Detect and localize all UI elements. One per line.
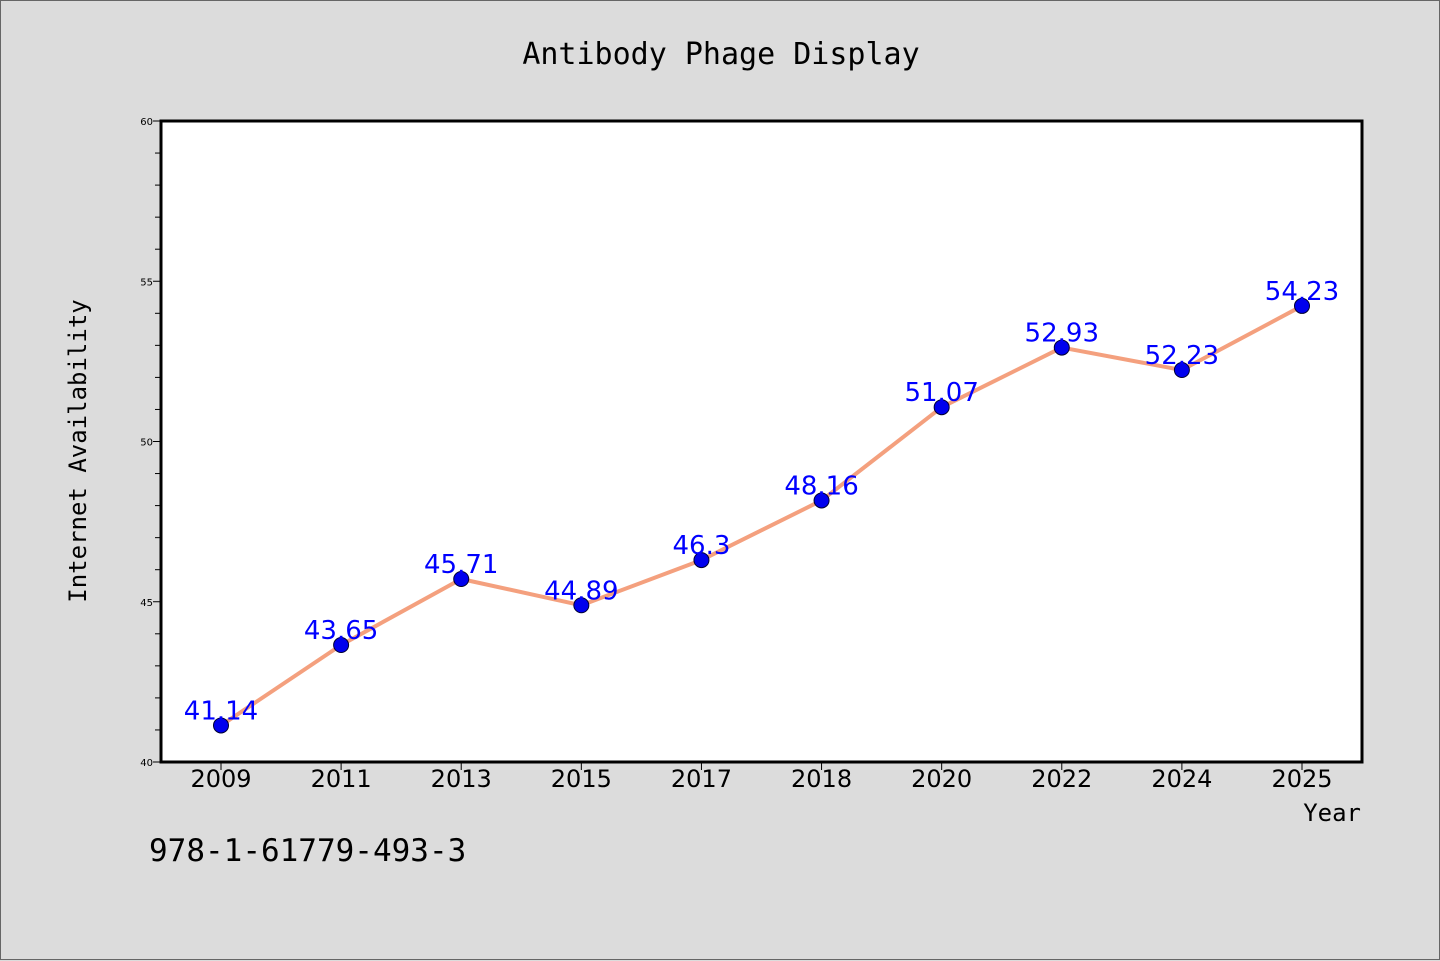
data-label: 52.93 [1025,319,1099,349]
footnote-isbn: 978-1-61779-493-3 [149,833,467,869]
data-point [573,597,590,614]
data-point [1053,339,1070,356]
x-tick-label: 2009 [190,765,251,793]
data-point [1173,362,1190,379]
y-tick-label: 60 [140,117,153,128]
data-label: 44.89 [544,576,618,606]
y-tick-label: 45 [140,598,153,609]
data-point [213,717,229,734]
x-tick-label: 2025 [1271,765,1332,793]
x-tick-label: 2015 [551,765,612,793]
x-tick-label: 2011 [311,765,372,793]
data-label: 51.07 [904,378,978,408]
data-point [453,570,470,587]
data-label: 46.3 [672,531,730,561]
x-tick-label: 2018 [791,765,852,793]
data-label: 52.23 [1145,341,1219,371]
x-tick-label: 2024 [1151,765,1212,793]
data-point [813,492,830,509]
x-tick-label: 2017 [671,765,732,793]
data-label: 43.65 [304,616,378,646]
data-label: 45.71 [424,550,498,580]
data-point [933,399,950,416]
y-tick-label: 55 [140,277,153,288]
y-tick-label: 50 [140,438,153,449]
plot-area [159,119,1364,764]
data-label: 41.14 [184,696,258,726]
data-point [333,637,350,654]
x-tick-label: 2022 [1031,765,1092,793]
data-label: 54.23 [1265,277,1339,307]
data-point [693,552,710,569]
series-line [219,304,1303,728]
y-axis-title: Internet Availability [64,299,92,602]
x-axis-title: Year [1303,799,1361,827]
data-label: 48.16 [784,471,858,501]
x-tick-label: 2020 [911,765,972,793]
x-tick-label: 2013 [431,765,492,793]
chart-title: Antibody Phage Display [522,37,919,72]
y-tick-label: 40 [140,758,153,769]
data-point [1294,297,1310,314]
